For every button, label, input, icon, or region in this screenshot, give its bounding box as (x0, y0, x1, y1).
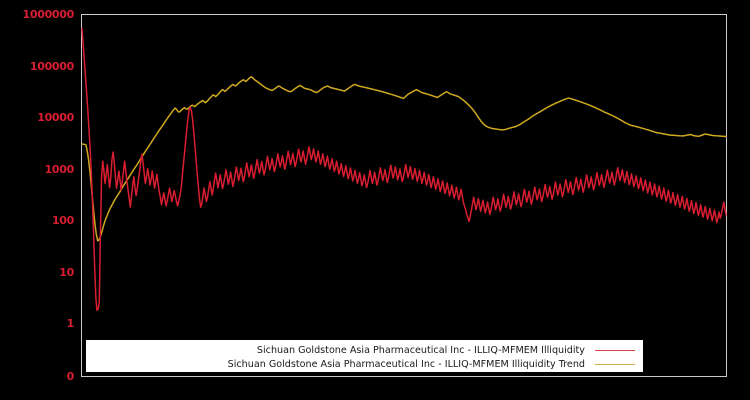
ytick-label-100: 100 (51, 214, 74, 227)
ytick-label-10: 10 (59, 266, 74, 279)
plot-area-frame (81, 14, 727, 377)
series-line-trend (81, 76, 727, 242)
ytick-label-1: 1 (66, 317, 75, 330)
series-line-illiquidity (81, 27, 727, 312)
series-group (81, 27, 727, 312)
ytick-label-100000: 100000 (29, 60, 74, 73)
ytick-label-10000: 10000 (37, 111, 74, 124)
legend-swatch-trend (595, 363, 635, 365)
legend-label-illiquidity: Sichuan Goldstone Asia Pharmaceutical In… (256, 344, 585, 356)
legend-swatch-illiquidity (595, 349, 635, 351)
legend-entry-illiquidity: Sichuan Goldstone Asia Pharmaceutical In… (86, 342, 643, 358)
ytick-label-1000000: 1000000 (22, 8, 75, 21)
chart-legend: Sichuan Goldstone Asia Pharmaceutical In… (86, 340, 643, 372)
legend-label-trend: Sichuan Goldstone Asia Pharmaceutical In… (227, 358, 585, 370)
ytick-label-1000: 1000 (44, 163, 75, 176)
ytick-label-0: 0 (66, 370, 75, 383)
legend-entry-trend: Sichuan Goldstone Asia Pharmaceutical In… (86, 356, 643, 372)
